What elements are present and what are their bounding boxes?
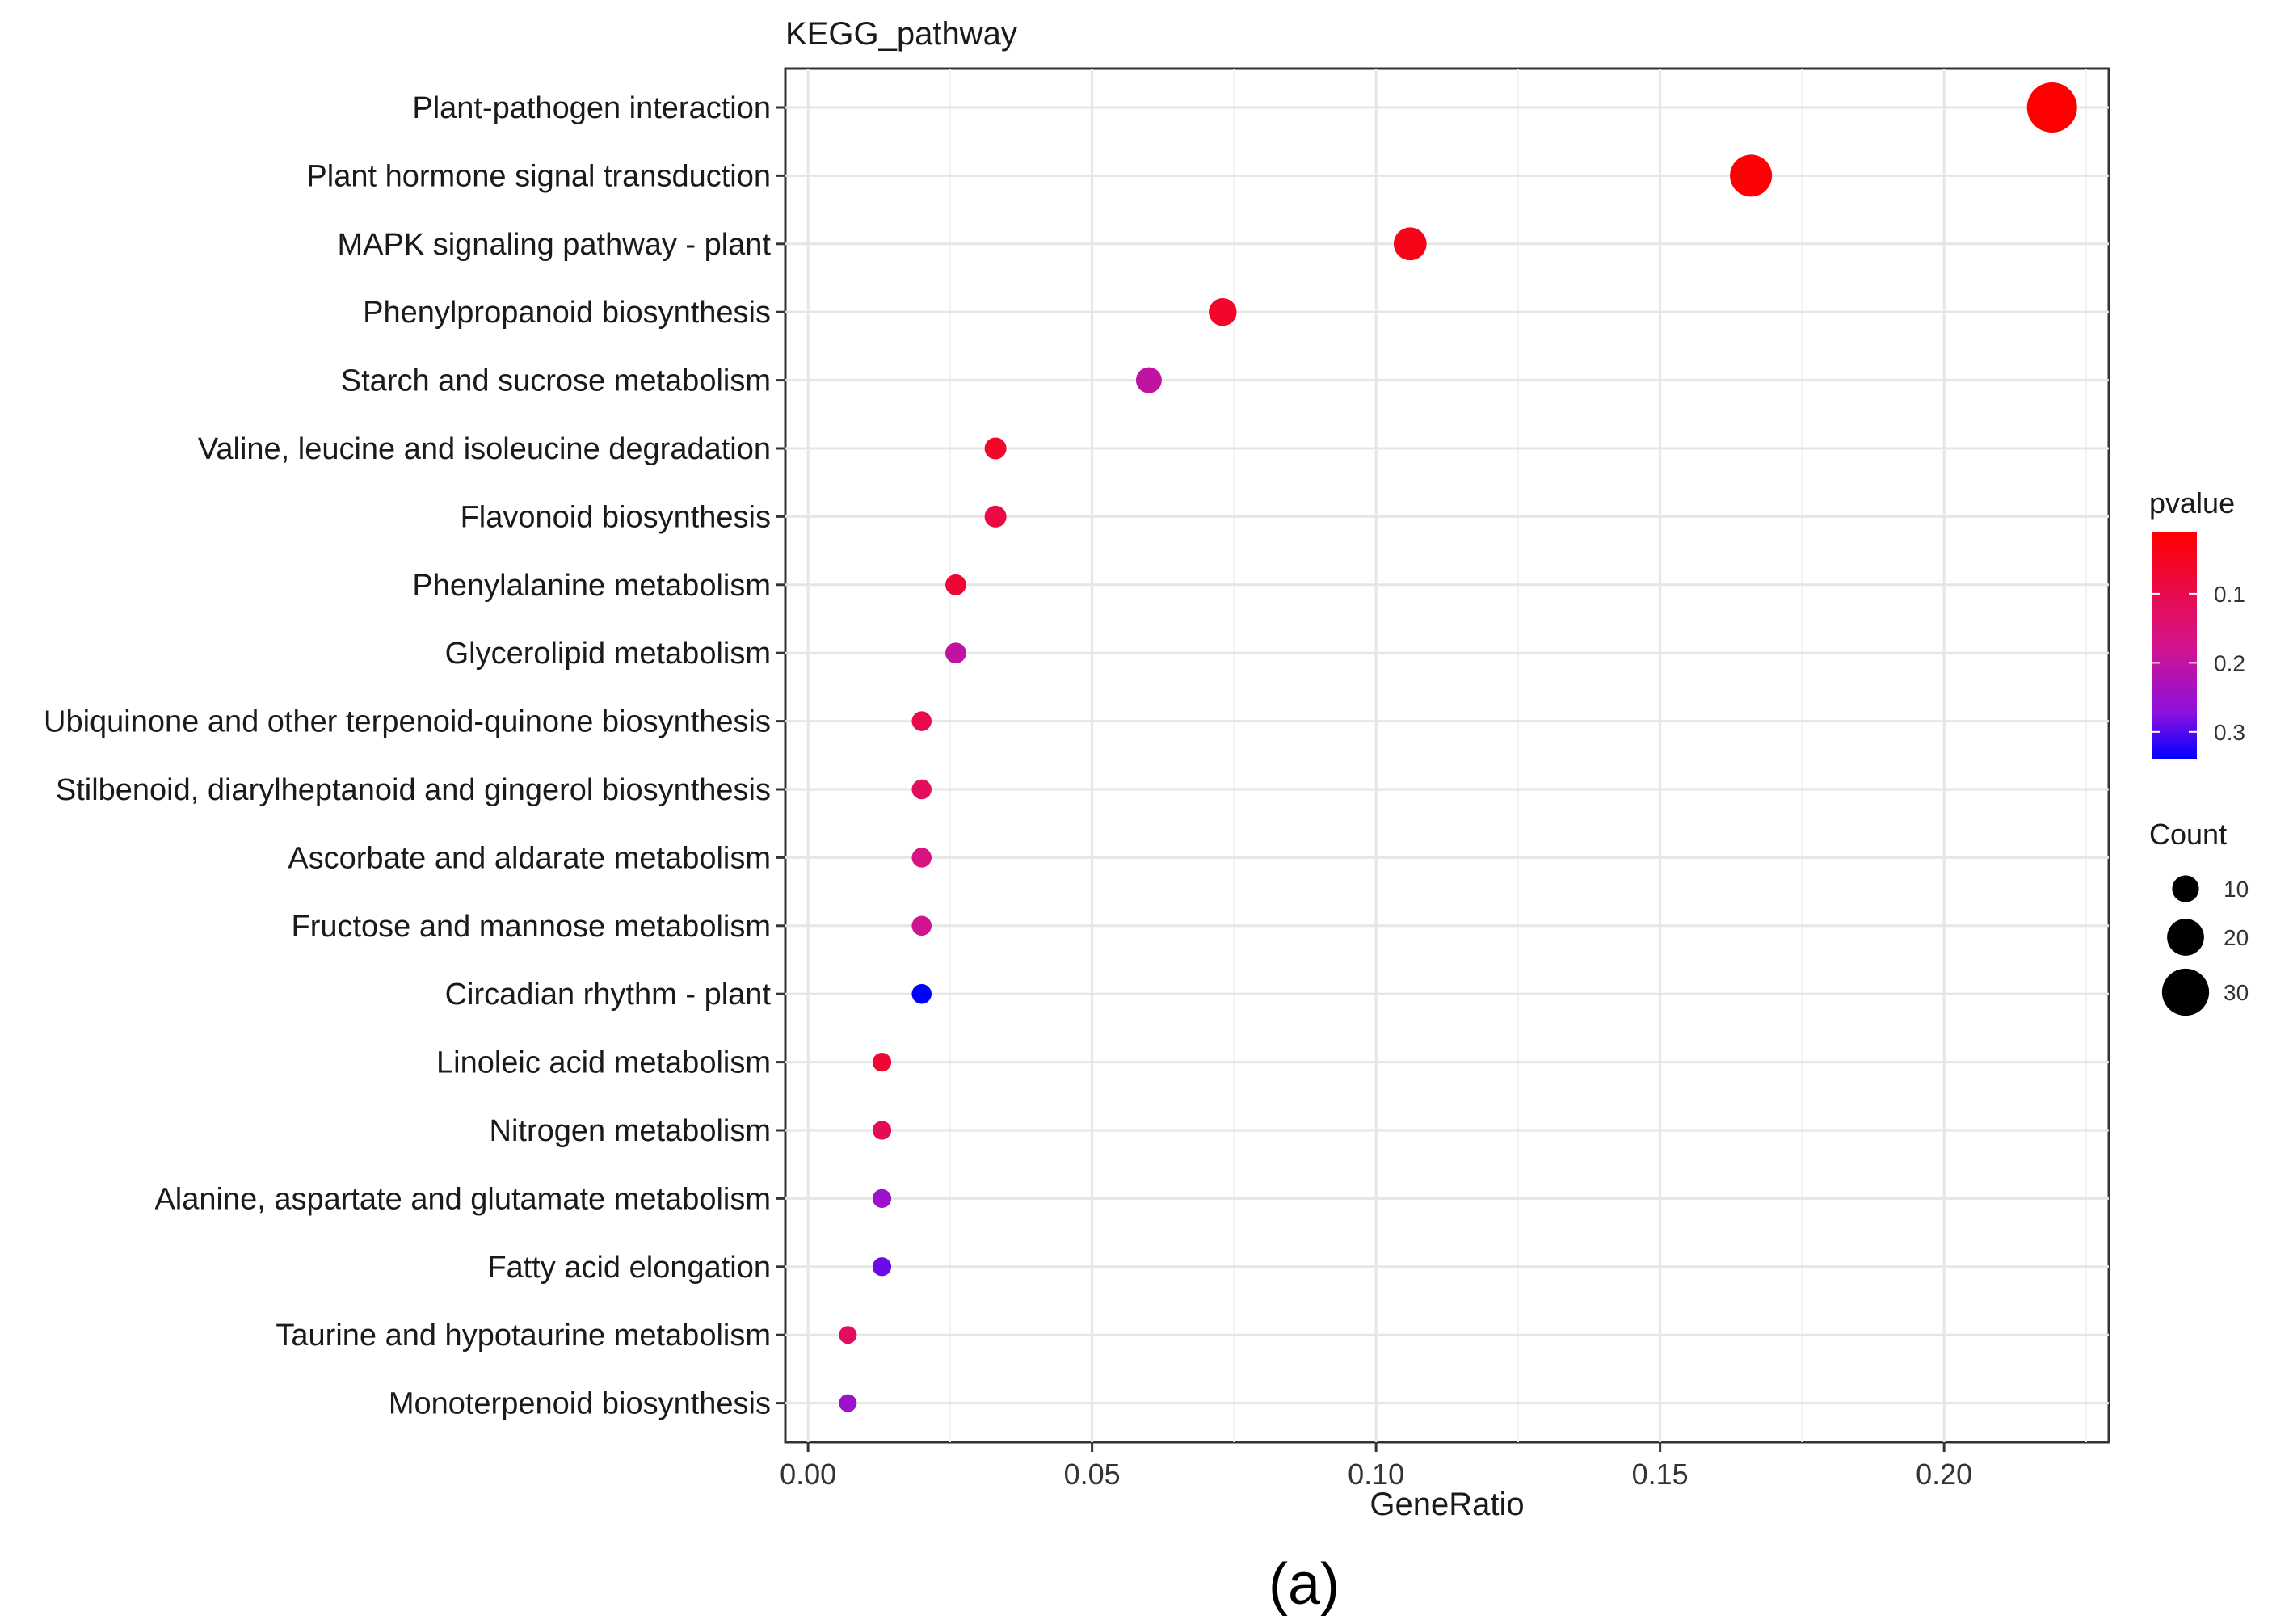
- x-tick-label: 0.10: [1348, 1458, 1404, 1491]
- count-legend: Count 10 20 30: [2149, 818, 2249, 1016]
- y-axis: Plant-pathogen interaction Plant hormone …: [44, 91, 785, 1421]
- data-point: [911, 848, 932, 868]
- data-point: [984, 437, 1007, 460]
- data-point: [1135, 367, 1162, 393]
- data-point: [911, 779, 932, 800]
- data-point: [2026, 82, 2077, 133]
- count-legend-label: 10: [2224, 877, 2249, 902]
- data-point: [911, 983, 932, 1004]
- x-axis-title: GeneRatio: [1370, 1487, 1524, 1522]
- pvalue-legend-title: pvalue: [2149, 486, 2235, 520]
- data-point: [984, 505, 1007, 528]
- x-axis: 0.00 0.05 0.10 0.15 0.20: [780, 1442, 1972, 1491]
- y-category-label: Stilbenoid, diarylheptanoid and gingerol…: [56, 773, 771, 807]
- data-point: [872, 1121, 892, 1140]
- grid-lines: [785, 69, 2109, 1442]
- data-point: [945, 642, 966, 664]
- y-category-label: Nitrogen metabolism: [490, 1114, 771, 1148]
- pvalue-colorbar: [2152, 532, 2197, 759]
- data-point: [872, 1257, 892, 1277]
- y-category-label: MAPK signaling pathway - plant: [337, 228, 771, 262]
- data-point: [911, 915, 932, 936]
- y-category-label: Starch and sucrose metabolism: [341, 364, 771, 398]
- y-category-label: Plant-pathogen interaction: [412, 91, 771, 125]
- y-category-label: Flavonoid biosynthesis: [461, 500, 771, 534]
- data-point: [911, 711, 932, 731]
- data-point: [1209, 297, 1237, 326]
- count-legend-label: 30: [2224, 980, 2249, 1005]
- figure-caption: (a): [1269, 1552, 1340, 1617]
- data-point: [1393, 227, 1427, 261]
- y-category-label: Alanine, aspartate and glutamate metabol…: [154, 1182, 771, 1216]
- y-category-label: Phenylalanine metabolism: [412, 569, 771, 603]
- y-category-label: Phenylpropanoid biosynthesis: [363, 296, 771, 330]
- data-point: [872, 1189, 892, 1209]
- count-legend-dot: [2167, 919, 2204, 956]
- y-category-label: Taurine and hypotaurine metabolism: [276, 1319, 771, 1353]
- count-legend-label: 20: [2224, 925, 2249, 950]
- count-legend-title: Count: [2149, 818, 2227, 851]
- y-category-label: Glycerolipid metabolism: [445, 637, 771, 671]
- panel-border: [784, 67, 2110, 1444]
- y-category-label: Valine, leucine and isoleucine degradati…: [198, 432, 771, 466]
- y-category-label: Circadian rhythm - plant: [445, 978, 772, 1012]
- y-category-label: Monoterpenoid biosynthesis: [389, 1387, 771, 1421]
- data-point: [945, 574, 966, 595]
- y-category-label: Fatty acid elongation: [487, 1251, 771, 1285]
- y-category-label: Ascorbate and aldarate metabolism: [288, 841, 771, 875]
- count-legend-dot: [2161, 968, 2210, 1016]
- pvalue-legend-ticks: 0.1 0.2 0.3: [2152, 582, 2245, 745]
- y-category-label: Linoleic acid metabolism: [436, 1046, 771, 1080]
- data-point: [839, 1326, 857, 1344]
- pvalue-legend: pvalue 0.1 0.2 0.3: [2149, 486, 2245, 759]
- y-category-label: Plant hormone signal transduction: [306, 159, 771, 193]
- pvalue-legend-tick-label: 0.2: [2214, 650, 2245, 675]
- pvalue-legend-tick-label: 0.3: [2214, 720, 2245, 745]
- data-point: [839, 1394, 857, 1412]
- y-category-label: Ubiquinone and other terpenoid-quinone b…: [44, 705, 771, 739]
- plot-title: KEGG_pathway: [785, 16, 1017, 52]
- plot-panel: [784, 67, 2110, 1444]
- count-legend-dot: [2172, 875, 2199, 902]
- x-tick-label: 0.20: [1916, 1458, 1972, 1491]
- data-point: [1730, 154, 1773, 197]
- data-point: [872, 1052, 892, 1072]
- x-tick-label: 0.00: [780, 1458, 836, 1491]
- x-tick-label: 0.15: [1632, 1458, 1689, 1491]
- data-points: [839, 82, 2077, 1412]
- pvalue-legend-tick-label: 0.1: [2214, 582, 2245, 607]
- count-legend-keys: 10 20 30: [2161, 875, 2249, 1016]
- y-category-label: Fructose and mannose metabolism: [291, 910, 771, 944]
- x-tick-label: 0.05: [1064, 1458, 1121, 1491]
